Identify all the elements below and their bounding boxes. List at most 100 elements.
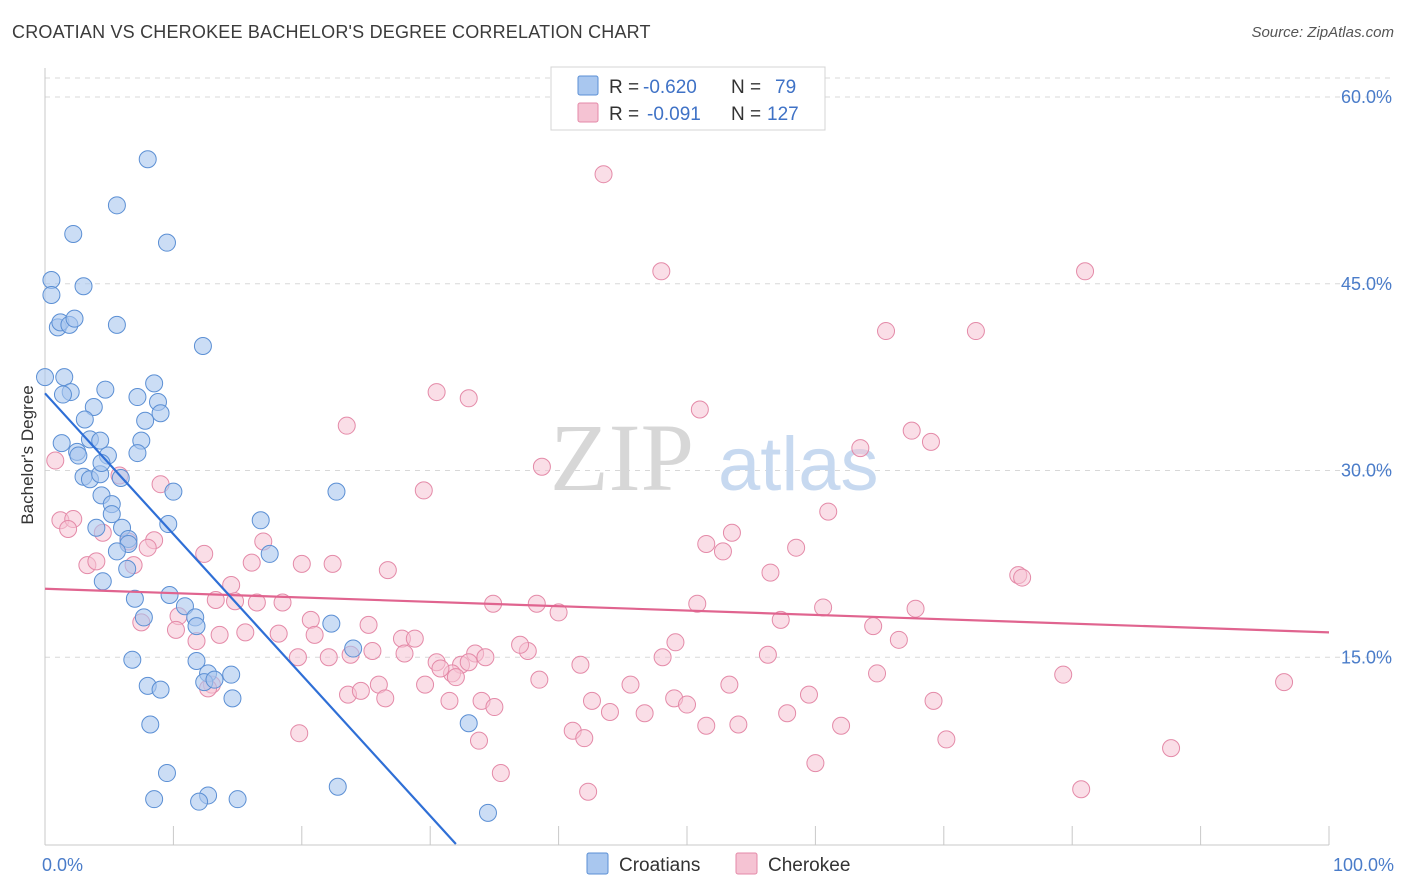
croatian-point xyxy=(64,224,83,243)
cherokee-point xyxy=(46,451,65,470)
croatian-point xyxy=(128,388,147,407)
legend-n-value-croatians: 79 xyxy=(775,77,796,98)
croatian-point xyxy=(75,410,94,429)
cherokee-point xyxy=(889,630,908,649)
cherokee-point xyxy=(195,544,214,563)
croatian-point xyxy=(74,277,93,296)
cherokee-point xyxy=(1054,665,1073,684)
cherokee-point xyxy=(697,716,716,735)
croatian-point xyxy=(228,790,247,809)
cherokee-point xyxy=(771,610,790,629)
cherokee-point xyxy=(799,685,818,704)
croatian-point xyxy=(52,434,71,453)
cherokee-point xyxy=(652,262,671,281)
croatian-point xyxy=(145,790,164,809)
croatian-point xyxy=(125,589,144,608)
cherokee-point xyxy=(1013,568,1032,587)
croatian-point xyxy=(260,544,279,563)
cherokee-point xyxy=(491,764,510,783)
y-tick-label: 45.0% xyxy=(1341,274,1392,294)
cherokee-point xyxy=(868,664,887,683)
cherokee-point xyxy=(806,754,825,773)
cherokee-point xyxy=(236,623,255,642)
cherokee-point xyxy=(937,730,956,749)
croatian-point xyxy=(193,337,212,355)
croatian-point xyxy=(157,233,176,252)
croatian-point xyxy=(84,398,103,417)
cherokee-point xyxy=(864,617,883,636)
cherokee-point xyxy=(459,653,478,672)
y-tick-label: 60.0% xyxy=(1341,87,1392,107)
cherokee-point xyxy=(758,645,777,664)
cherokee-point xyxy=(247,593,266,612)
cherokee-point xyxy=(571,655,590,674)
cherokee-point xyxy=(575,729,594,748)
cherokee-point xyxy=(924,691,943,710)
cherokee-point xyxy=(579,782,598,801)
croatian-point xyxy=(175,597,194,616)
cherokee-point xyxy=(902,421,921,440)
cherokee-point xyxy=(819,502,838,521)
croatian-point xyxy=(322,614,341,633)
cherokee-point xyxy=(446,668,465,687)
cherokee-point xyxy=(376,689,395,708)
cherokee-point xyxy=(416,675,435,694)
croatian-point xyxy=(69,446,88,465)
cherokee-point xyxy=(600,703,619,722)
cherokee-point xyxy=(476,648,495,667)
croatian-point xyxy=(93,572,112,591)
cherokee-point xyxy=(761,563,780,582)
croatian-point xyxy=(65,309,84,328)
cherokee-point xyxy=(337,416,356,435)
cherokee-point xyxy=(431,659,450,678)
cherokee-point xyxy=(653,648,672,667)
croatian-point xyxy=(102,505,121,524)
cherokee-point xyxy=(166,620,185,639)
y-axis-label: Bachelor's Degree xyxy=(18,385,37,524)
cherokee-point xyxy=(787,538,806,557)
croatian-point xyxy=(187,617,206,636)
croatian-point xyxy=(151,680,170,699)
cherokee-point xyxy=(1076,262,1095,281)
cherokee-point xyxy=(1162,739,1181,758)
trend-lines xyxy=(44,392,1330,845)
cherokee-point xyxy=(549,603,568,622)
croatian-point xyxy=(55,368,74,387)
cherokee-point xyxy=(720,675,739,694)
croatian-point xyxy=(251,511,270,530)
croatian-point xyxy=(151,404,170,423)
cherokee-point xyxy=(621,675,640,694)
watermark: ZIP atlas xyxy=(550,404,879,511)
cherokee-point xyxy=(351,681,370,700)
cherokee-point xyxy=(713,542,732,561)
croatian-point xyxy=(328,777,347,796)
bottom-legend-swatch-cherokee xyxy=(735,852,758,875)
cherokee-point xyxy=(582,691,601,710)
cherokee-point xyxy=(906,599,925,618)
x-tick-label: 100.0% xyxy=(1333,855,1394,875)
cherokee-point xyxy=(290,724,309,743)
croatian-point xyxy=(107,542,126,561)
cherokee-point xyxy=(414,481,433,500)
cherokee-point xyxy=(851,439,870,458)
cherokee-point xyxy=(1275,673,1294,692)
croatian-point xyxy=(138,150,157,169)
cherokee-point xyxy=(877,322,896,341)
legend-r-value-croatians: -0.620 xyxy=(643,77,697,98)
croatian-point xyxy=(118,559,137,578)
croatian-point xyxy=(107,315,126,334)
croatian-point xyxy=(187,651,206,670)
watermark-atlas: atlas xyxy=(718,422,879,507)
cherokee-point xyxy=(288,648,307,667)
x-tick-label: 0.0% xyxy=(42,855,83,875)
chart-title: CROATIAN VS CHEROKEE BACHELOR'S DEGREE C… xyxy=(12,22,651,42)
cherokee-point xyxy=(319,648,338,667)
cherokee-point xyxy=(485,698,504,717)
croatian-point xyxy=(160,586,179,604)
y-tick-label: 30.0% xyxy=(1341,461,1392,481)
croatian-point xyxy=(128,444,147,463)
cherokee-point xyxy=(832,716,851,735)
cherokee-point xyxy=(378,561,397,580)
cherokee-point xyxy=(729,715,748,734)
croatian-point xyxy=(459,714,478,733)
